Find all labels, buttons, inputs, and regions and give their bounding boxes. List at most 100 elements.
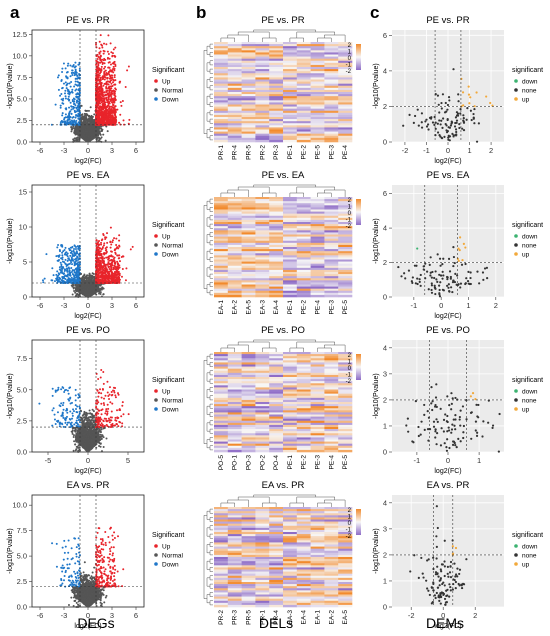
- legend-swatch: [154, 88, 158, 92]
- point-up: [96, 94, 99, 97]
- point-up: [103, 120, 106, 123]
- point-down: [66, 119, 69, 122]
- point-normal: [87, 119, 90, 122]
- point-down: [73, 119, 76, 122]
- point-up: [105, 122, 108, 125]
- point-normal: [93, 128, 96, 131]
- point-up: [98, 52, 101, 55]
- point-normal: [83, 132, 86, 135]
- point-down: [77, 97, 80, 100]
- point-down: [54, 103, 57, 106]
- point-normal: [72, 140, 75, 143]
- point-normal: [88, 275, 91, 278]
- point-down: [75, 114, 78, 117]
- point-up: [107, 80, 110, 83]
- point-normal: [80, 279, 83, 282]
- point-normal: [83, 291, 86, 294]
- point-normal: [87, 138, 90, 141]
- point-normal: [84, 114, 87, 117]
- point-normal: [82, 288, 85, 291]
- point-up: [96, 103, 99, 106]
- point-up: [98, 40, 101, 43]
- point-up: [105, 85, 108, 88]
- point-down: [69, 110, 72, 113]
- point-up: [102, 49, 105, 52]
- point-normal: [82, 285, 85, 288]
- point-normal: [73, 128, 76, 131]
- point-up: [108, 110, 111, 113]
- point-up: [118, 260, 121, 263]
- point-up: [104, 65, 107, 68]
- point-normal: [84, 289, 87, 292]
- point-normal: [88, 130, 91, 133]
- point-down: [62, 102, 65, 105]
- point-normal: [102, 293, 105, 296]
- point-up: [107, 120, 110, 123]
- point-normal: [102, 133, 105, 136]
- point-up: [108, 105, 111, 108]
- point-down: [72, 71, 75, 74]
- point-up: [127, 122, 130, 125]
- point-up: [97, 55, 100, 58]
- point-up: [110, 79, 113, 82]
- point-up: [111, 101, 114, 104]
- point-down: [67, 95, 70, 98]
- point-up: [103, 242, 106, 245]
- panel-letter-a: a: [10, 3, 20, 22]
- point-up: [110, 51, 113, 54]
- point-up: [99, 83, 102, 86]
- point-down: [75, 119, 78, 122]
- point-normal: [97, 139, 100, 142]
- point-up: [126, 69, 129, 72]
- point-up: [102, 84, 105, 87]
- point-down: [70, 112, 73, 115]
- point-up: [111, 89, 114, 92]
- point-down: [67, 62, 70, 65]
- point-up: [113, 112, 116, 115]
- point-up: [114, 63, 117, 66]
- point-normal: [77, 288, 80, 291]
- point-normal: [92, 290, 95, 293]
- point-up: [103, 74, 106, 77]
- point-up: [114, 123, 117, 126]
- point-down: [57, 88, 60, 91]
- point-normal: [87, 286, 90, 289]
- point-normal: [83, 278, 86, 281]
- point-down: [62, 62, 65, 65]
- point-normal: [98, 136, 101, 139]
- point-down: [68, 82, 71, 85]
- point-up: [97, 64, 100, 67]
- point-normal: [77, 132, 80, 135]
- point-down: [68, 112, 71, 115]
- point-down: [73, 98, 76, 101]
- x-tick-label: -6: [37, 301, 44, 310]
- point-up: [110, 105, 113, 108]
- point-up: [116, 108, 119, 111]
- point-down: [69, 91, 72, 94]
- point-normal: [87, 109, 90, 112]
- point-up: [97, 74, 100, 77]
- point-normal: [72, 284, 75, 287]
- point-up: [109, 241, 112, 244]
- point-normal: [84, 137, 87, 140]
- point-up: [103, 67, 106, 70]
- point-normal: [88, 272, 91, 275]
- point-up: [100, 241, 103, 244]
- point-normal: [83, 279, 86, 282]
- point-up: [109, 226, 112, 229]
- point-up: [114, 46, 117, 49]
- point-up: [103, 91, 106, 94]
- point-up: [112, 61, 115, 64]
- point-normal: [76, 136, 79, 139]
- point-down: [66, 64, 69, 67]
- point-down: [68, 106, 71, 109]
- point-up: [103, 278, 106, 281]
- point-down: [75, 100, 78, 103]
- point-up: [107, 261, 110, 264]
- point-down: [63, 120, 66, 123]
- point-up: [113, 98, 116, 101]
- point-down: [74, 104, 77, 107]
- point-down: [67, 98, 70, 101]
- point-down: [75, 95, 78, 98]
